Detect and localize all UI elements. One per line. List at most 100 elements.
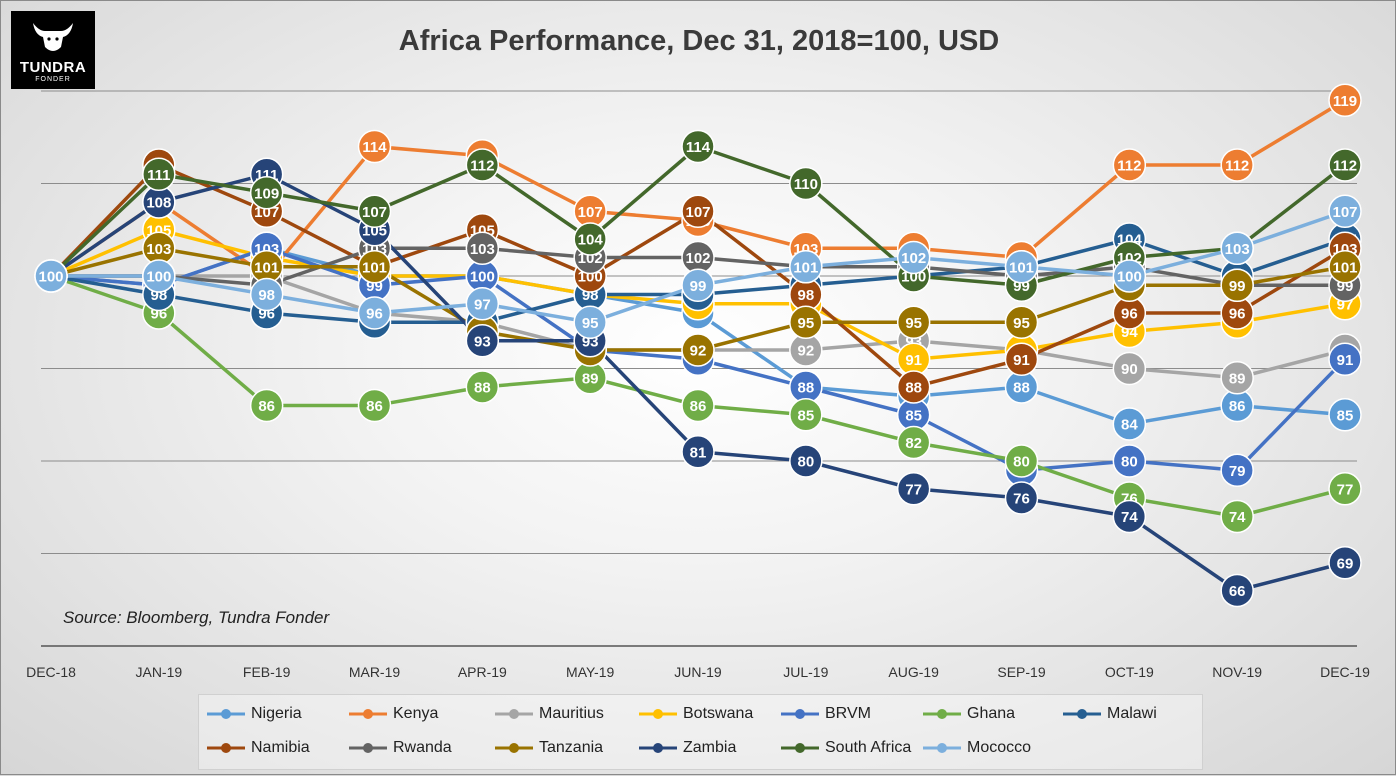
data-label: 76	[1013, 491, 1030, 508]
data-label: 103	[146, 241, 171, 258]
data-label: 88	[1013, 380, 1030, 397]
legend-swatch	[207, 709, 245, 719]
data-point	[1328, 472, 1362, 506]
x-tick-label: SEP-19	[997, 664, 1045, 680]
data-label: 112	[1333, 158, 1357, 175]
data-point	[1328, 398, 1362, 432]
legend-label: South Africa	[825, 739, 912, 756]
data-label: 74	[1121, 509, 1138, 526]
data-point	[1112, 499, 1147, 534]
data-label: 101	[1009, 259, 1034, 276]
data-label: 112	[470, 158, 494, 175]
x-tick-label: DEC-19	[1320, 664, 1370, 680]
data-point	[357, 388, 392, 423]
data-point	[681, 268, 715, 302]
logo-subtitle: FONDER	[35, 76, 71, 83]
data-label: 108	[146, 195, 171, 212]
data-label: 107	[578, 204, 603, 221]
data-label: 77	[1337, 481, 1354, 498]
data-label: 89	[1229, 370, 1246, 387]
data-label: 98	[797, 287, 814, 304]
data-label: 88	[797, 380, 814, 397]
data-point	[465, 324, 500, 358]
data-point	[1328, 194, 1362, 228]
data-point	[681, 388, 715, 423]
data-label: 86	[1229, 398, 1246, 415]
data-point	[1220, 453, 1254, 487]
data-label: 86	[366, 398, 383, 415]
data-point	[1004, 305, 1039, 339]
x-tick-label: MAR-19	[349, 664, 401, 680]
data-label: 69	[1337, 555, 1354, 572]
data-label: 90	[1121, 361, 1138, 378]
data-point	[896, 305, 931, 339]
chart-title: Africa Performance, Dec 31, 2018=100, US…	[398, 25, 1000, 57]
data-point	[1220, 499, 1254, 534]
x-tick-label: JUL-19	[783, 664, 828, 680]
data-point	[1328, 546, 1362, 580]
data-point	[789, 166, 823, 201]
data-label: 84	[1121, 417, 1138, 434]
data-point	[896, 240, 931, 275]
data-point	[1328, 342, 1362, 376]
legend-swatch	[639, 709, 677, 719]
data-point	[1112, 407, 1147, 441]
data-point	[789, 305, 823, 339]
data-point	[1112, 148, 1147, 182]
data-point	[896, 472, 931, 506]
legend-label: Ghana	[967, 705, 1016, 722]
data-label: 92	[797, 343, 814, 360]
data-point	[1112, 444, 1147, 478]
x-tick-label: AUG-19	[888, 664, 939, 680]
data-label: 107	[1332, 204, 1357, 221]
data-label: 74	[1229, 509, 1246, 526]
data-point	[357, 129, 392, 164]
data-label: 93	[474, 333, 491, 350]
data-label: 98	[258, 287, 275, 304]
x-tick-label: OCT-19	[1105, 664, 1154, 680]
data-point	[681, 129, 715, 164]
x-tick-label: DEC-18	[26, 664, 76, 680]
data-point	[465, 231, 500, 265]
data-point	[1004, 250, 1039, 284]
legend-label: Tanzania	[539, 739, 604, 756]
data-point	[465, 287, 500, 321]
data-label: 91	[905, 352, 922, 369]
data-point	[1220, 573, 1254, 608]
data-point	[681, 333, 715, 367]
data-point	[1112, 259, 1147, 293]
data-label: 111	[147, 167, 170, 184]
legend-label: Namibia	[251, 739, 310, 756]
legend-swatch	[349, 709, 387, 719]
bull-icon	[33, 23, 73, 51]
data-label: 114	[362, 139, 387, 156]
legend-swatch	[207, 743, 245, 753]
data-label: 101	[254, 259, 279, 276]
legend-swatch	[781, 743, 819, 753]
data-point	[1220, 231, 1254, 265]
data-label: 100	[146, 269, 171, 286]
data-label: 100	[1117, 269, 1142, 286]
data-point	[142, 157, 176, 191]
data-label: 66	[1229, 583, 1246, 600]
data-label: 104	[578, 232, 604, 249]
data-point	[789, 250, 823, 284]
data-label: 85	[797, 407, 814, 424]
legend-label: Rwanda	[393, 739, 452, 756]
legend-label: Mococco	[967, 739, 1032, 756]
x-tick-label: JAN-19	[135, 664, 182, 680]
data-label: 88	[905, 380, 922, 397]
legend-swatch	[923, 743, 961, 753]
data-label: 103	[1225, 241, 1250, 258]
legend-label: Malawi	[1107, 705, 1157, 722]
data-label: 119	[1333, 93, 1357, 110]
data-label: 81	[690, 444, 707, 461]
data-label: 112	[1225, 158, 1249, 175]
x-tick-label: APR-19	[458, 664, 507, 680]
data-label: 103	[470, 241, 495, 258]
legend-swatch	[349, 743, 387, 753]
data-point	[789, 444, 823, 478]
data-label: 101	[793, 259, 818, 276]
data-label: 96	[1121, 306, 1138, 323]
